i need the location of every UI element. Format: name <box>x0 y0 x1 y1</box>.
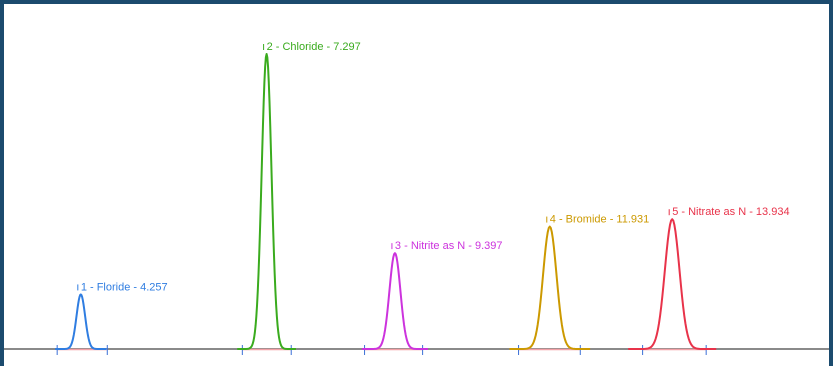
peak-trace-1 <box>54 293 107 350</box>
peak-trace-5 <box>628 218 717 350</box>
chromatogram-chart: 1 - Floride - 4.257 2 - Chloride - 7.297 3… <box>4 41 829 355</box>
peak-label-1: 1 - Floride - 4.257 <box>81 281 168 293</box>
chromatogram-panel: 1 - Floride - 4.257 2 - Chloride - 7.297 3… <box>4 4 829 366</box>
peak-trace-4 <box>509 225 591 350</box>
peak-trace-3 <box>361 252 429 350</box>
peak-label-5: 5 - Nitrate as N - 13.934 <box>672 206 789 218</box>
peak-trace-2 <box>236 53 297 350</box>
peak-label-2: 2 - Chloride - 7.297 <box>267 41 361 53</box>
peak-label-3: 3 - Nitrite as N - 9.397 <box>395 240 503 252</box>
peak-label-4: 4 - Bromide - 11.931 <box>550 214 649 226</box>
